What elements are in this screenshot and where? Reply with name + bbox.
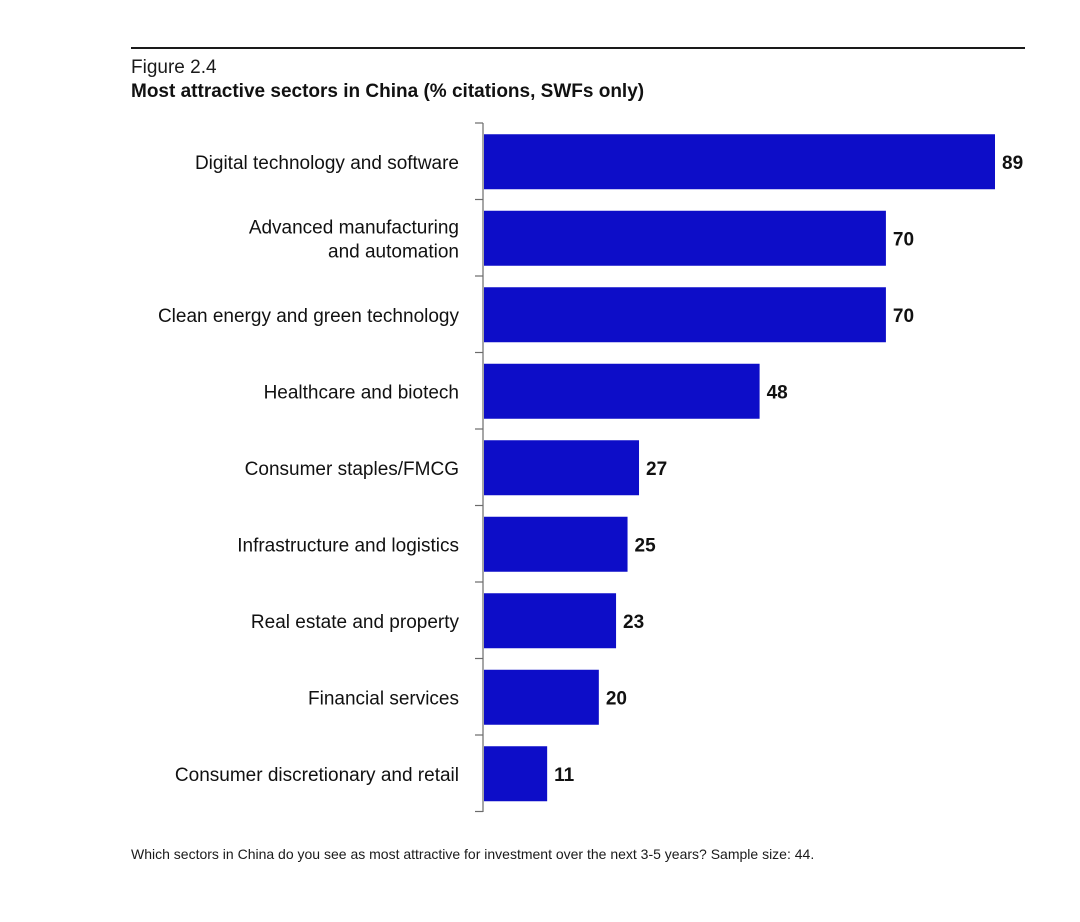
category-label: Clean energy and green technology (158, 306, 460, 327)
bar (484, 440, 640, 496)
category-label: Digital technology and software (195, 153, 459, 174)
data-label: 70 (893, 306, 914, 327)
data-label: 48 (767, 382, 788, 403)
category-label-line: Infrastructure and logistics (237, 535, 459, 556)
bar (484, 363, 760, 419)
data-label: 89 (1002, 153, 1023, 174)
data-label: 20 (606, 688, 627, 709)
top-rule (131, 47, 1025, 49)
category-label-line: and automation (328, 241, 459, 262)
category-label-line: Healthcare and biotech (264, 382, 459, 403)
bar (484, 516, 628, 572)
bar (484, 669, 599, 725)
category-label-line: Advanced manufacturing (249, 217, 459, 238)
category-label-line: Financial services (308, 688, 459, 709)
figure-label: Figure 2.4 (131, 57, 217, 78)
data-label: 27 (646, 459, 667, 480)
category-label: Healthcare and biotech (264, 382, 459, 403)
category-label: Advanced manufacturing and automation (249, 217, 459, 262)
category-label: Consumer discretionary and retail (175, 765, 459, 786)
category-label-line: Real estate and property (251, 612, 460, 633)
footnote: Which sectors in China do you see as mos… (131, 846, 815, 862)
bar (484, 593, 617, 649)
bar (484, 210, 886, 266)
category-label: Consumer staples/FMCG (245, 459, 459, 480)
data-label: 25 (635, 535, 657, 556)
data-label: 23 (623, 612, 644, 633)
data-label: 11 (554, 765, 575, 786)
category-label-line: Digital technology and software (195, 153, 459, 174)
category-label-line: Consumer staples/FMCG (245, 459, 459, 480)
figure-title: Most attractive sectors in China (% cita… (131, 81, 645, 102)
category-label: Real estate and property (251, 612, 460, 633)
category-label-line: Clean energy and green technology (158, 306, 460, 327)
bar (484, 746, 548, 802)
bar (484, 134, 995, 190)
bar (484, 287, 886, 343)
data-label: 70 (893, 229, 914, 250)
category-label: Financial services (308, 688, 459, 709)
category-label: Infrastructure and logistics (237, 535, 459, 556)
category-label-line: Consumer discretionary and retail (175, 765, 459, 786)
